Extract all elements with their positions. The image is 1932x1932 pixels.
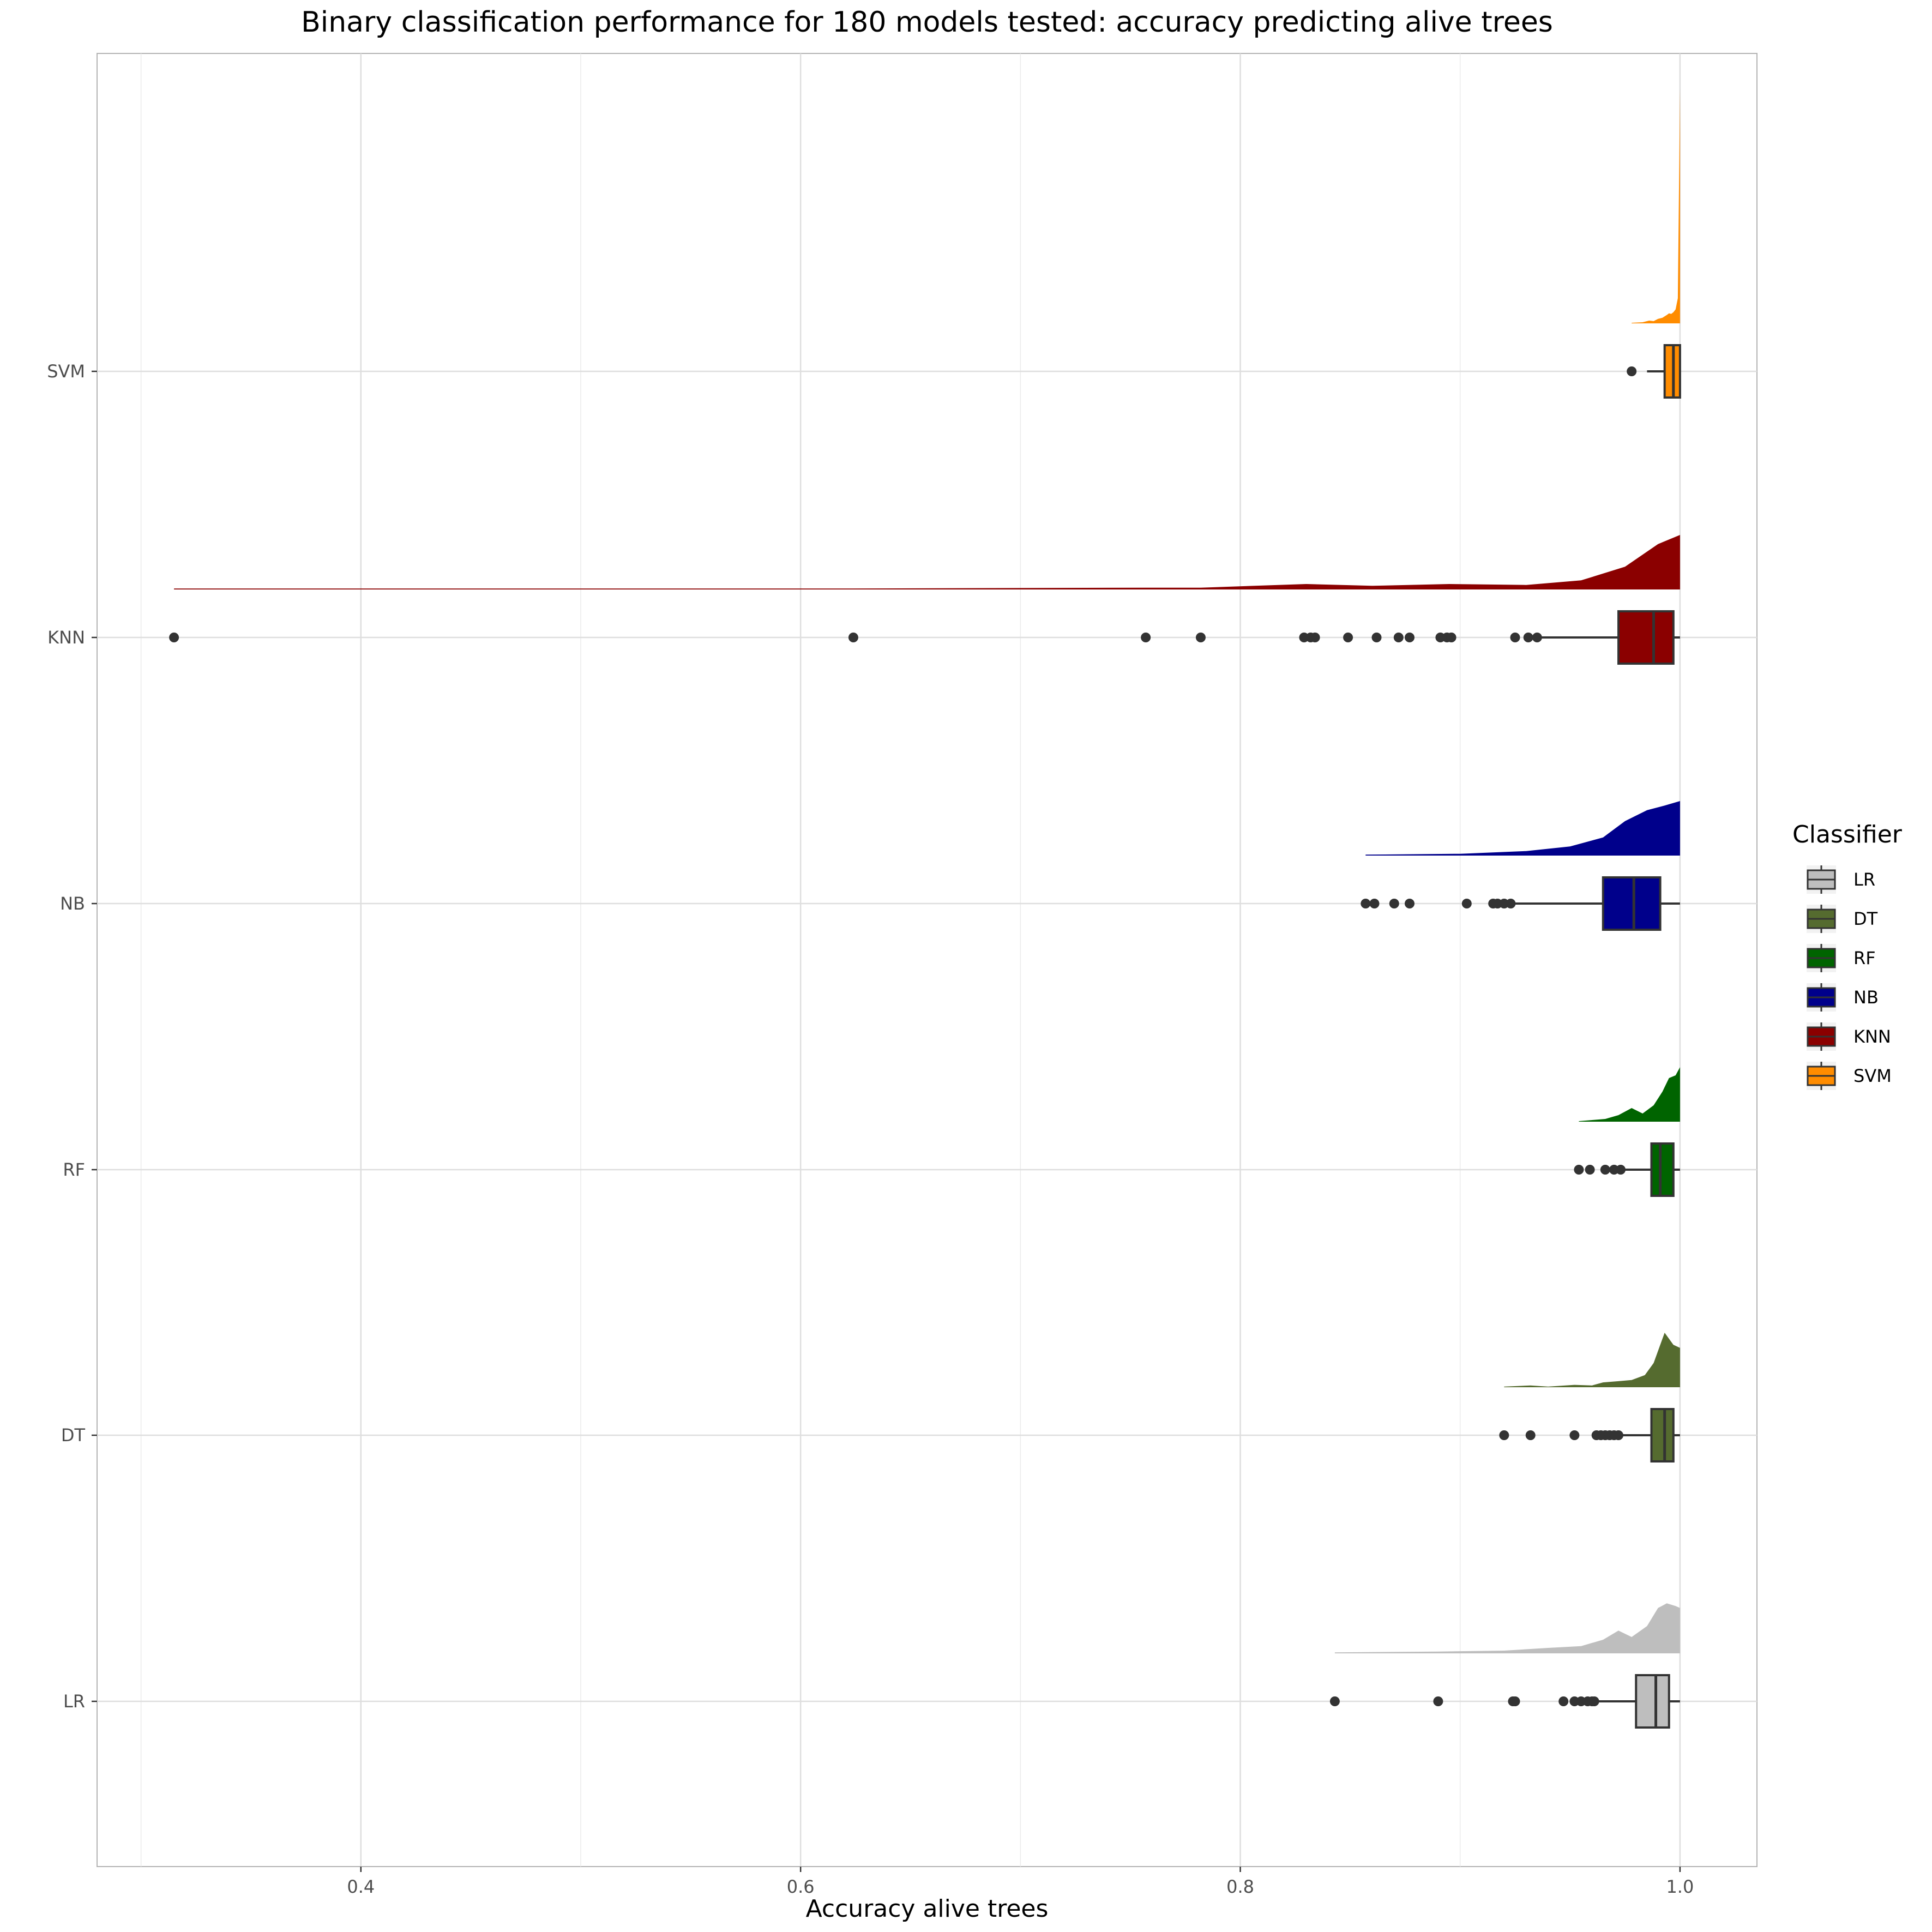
outlier-point	[1369, 899, 1380, 908]
y-tick-label: RF	[63, 1159, 85, 1180]
outlier-point	[1523, 633, 1533, 642]
y-tick-label: KNN	[47, 627, 85, 648]
outlier-point	[848, 633, 858, 642]
outlier-point	[1393, 633, 1404, 642]
legend-label: KNN	[1853, 1026, 1891, 1047]
outlier-point	[1569, 1430, 1580, 1440]
outlier-point	[1510, 633, 1520, 642]
outlier-point	[1616, 1165, 1626, 1175]
outlier-point	[1141, 633, 1151, 642]
box-knn	[1617, 610, 1675, 665]
y-axis-labels: LR DT RF NB KNN SVM	[47, 361, 97, 1712]
density-dt	[1504, 1333, 1680, 1387]
legend-label: LR	[1853, 869, 1875, 890]
outlier-point	[1589, 1696, 1599, 1706]
density-rf	[1579, 1067, 1680, 1122]
outlier-point	[1361, 899, 1371, 908]
y-tick-label: DT	[61, 1425, 86, 1446]
plot-panel	[97, 53, 1758, 1867]
x-tick-label: 0.4	[347, 1876, 375, 1897]
outlier-point	[1404, 899, 1415, 908]
outlier-point	[1558, 1696, 1569, 1706]
outlier-point	[169, 633, 179, 642]
outlier-point	[1627, 366, 1637, 376]
legend-label: NB	[1853, 987, 1879, 1008]
legend-label: RF	[1853, 948, 1876, 968]
outlier-point	[1310, 633, 1320, 642]
x-tick-label: 1.0	[1666, 1876, 1694, 1897]
x-axis-labels: 0.4 0.6 0.8 1.0	[347, 1867, 1694, 1897]
legend-label: SVM	[1853, 1066, 1892, 1086]
outlier-layer	[169, 366, 1637, 1706]
legend: Classifier LR DT RF NB KNN SVM	[1792, 821, 1903, 1090]
boxplot-layer	[1515, 344, 1681, 1729]
legend-label: DT	[1853, 908, 1878, 929]
outlier-point	[1371, 633, 1382, 642]
outlier-point	[1532, 633, 1542, 642]
y-tick-label: NB	[60, 893, 85, 914]
outlier-point	[1461, 899, 1472, 908]
outlier-point	[1195, 633, 1206, 642]
chart-title: Binary classification performance for 18…	[301, 6, 1553, 39]
outlier-point	[1600, 1165, 1610, 1175]
box-lr	[1635, 1674, 1670, 1729]
outlier-point	[1574, 1165, 1584, 1175]
outlier-point	[1329, 1696, 1340, 1706]
density-layer	[174, 89, 1680, 1653]
outlier-point	[1446, 633, 1456, 642]
density-nb	[1365, 801, 1680, 856]
outlier-point	[1613, 1430, 1623, 1440]
outlier-point	[1525, 1430, 1536, 1440]
y-tick-label: SVM	[47, 361, 85, 382]
outlier-point	[1499, 1430, 1509, 1440]
x-axis-title: Accuracy alive trees	[806, 1895, 1049, 1923]
density-lr	[1334, 1603, 1680, 1653]
x-tick-label: 0.8	[1226, 1876, 1254, 1897]
outlier-point	[1585, 1165, 1595, 1175]
box-nb	[1602, 876, 1662, 931]
box-dt	[1650, 1408, 1675, 1462]
x-tick-label: 0.6	[787, 1876, 815, 1897]
legend-title: Classifier	[1792, 821, 1903, 848]
y-tick-label: LR	[63, 1691, 85, 1712]
grid-layer	[97, 53, 1757, 1867]
outlier-point	[1506, 899, 1516, 908]
outlier-point	[1389, 899, 1399, 908]
outlier-point	[1343, 633, 1353, 642]
box-rf	[1650, 1142, 1675, 1197]
outlier-point	[1433, 1696, 1443, 1706]
outlier-point	[1404, 633, 1415, 642]
outlier-point	[1510, 1696, 1520, 1706]
